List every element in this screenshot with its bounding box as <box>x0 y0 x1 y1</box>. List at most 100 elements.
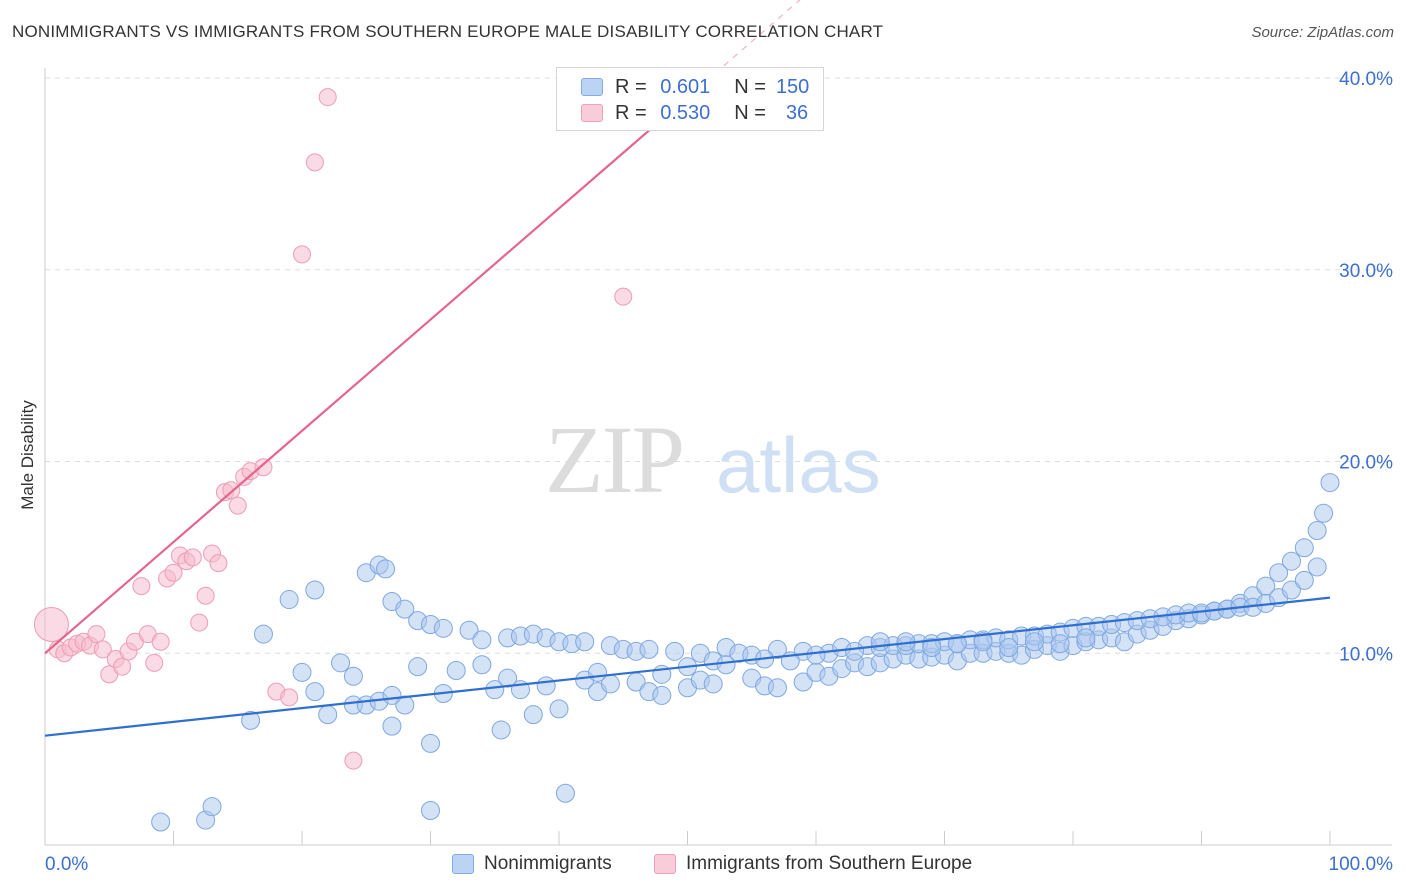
immigrant-point <box>113 657 132 676</box>
nonimmigrant-point <box>382 716 402 736</box>
immigrant-point <box>183 548 202 567</box>
nonimmigrant-point <box>382 685 402 705</box>
watermark-atlas: atlas <box>716 421 881 509</box>
nonimmigrant-point <box>1307 557 1327 577</box>
nonimmigrant-point <box>575 632 595 652</box>
nonimmigrant-point <box>793 672 813 692</box>
bottom-legend-label-immigrants: Immigrants from Southern Europe <box>686 853 973 874</box>
bottom-legend-swatch-blue <box>452 854 474 874</box>
nonimmigrant-point <box>767 639 787 659</box>
nonimmigrant-point <box>376 559 396 579</box>
immigrants-trend-line <box>44 96 689 655</box>
nonimmigrants-trend-line <box>44 596 1331 737</box>
nonimmigrant-point <box>523 705 543 725</box>
nonimmigrant-point <box>652 685 672 705</box>
y-tick-label: 10.0% <box>1339 644 1393 665</box>
nonimmigrant-point <box>472 655 492 675</box>
nonimmigrant-point <box>331 653 351 673</box>
nonimmigrant-point <box>1314 503 1334 523</box>
legend-r-value: 0.601 <box>660 75 711 98</box>
bottom-legend-immigrants: Immigrants from Southern Europe <box>654 851 972 877</box>
nonimmigrant-point <box>549 699 569 719</box>
grid-lines <box>45 77 1392 654</box>
nonimmigrant-point <box>491 720 511 740</box>
bottom-legend-label-nonimmigrants: Nonimmigrants <box>484 853 612 874</box>
nonimmigrant-point <box>973 632 993 652</box>
immigrant-point <box>209 554 228 573</box>
y-tick-label: 20.0% <box>1339 453 1393 474</box>
nonimmigrant-point <box>305 580 325 600</box>
legend-n-value: 36 <box>785 101 809 124</box>
immigrant-point <box>305 153 324 172</box>
nonimmigrant-point <box>253 624 273 644</box>
nonimmigrant-point <box>1281 551 1301 571</box>
nonimmigrant-point <box>1307 521 1327 541</box>
nonimmigrant-point <box>806 645 826 665</box>
nonimmigrant-point <box>408 657 428 677</box>
y-tick-label: 40.0% <box>1339 69 1393 90</box>
bottom-legend-nonimmigrants: Nonimmigrants <box>452 851 612 877</box>
bottom-legend-swatch-pink <box>654 854 676 874</box>
immigrant-point <box>280 688 299 707</box>
x-tick-label-min: 0.0% <box>45 854 88 875</box>
legend-r-value: 0.530 <box>660 101 711 124</box>
immigrant-point <box>614 287 633 306</box>
nonimmigrant-point <box>845 641 865 661</box>
immigrants-points <box>33 88 633 770</box>
nonimmigrant-point <box>870 632 890 652</box>
immigrant-point <box>228 496 247 515</box>
nonimmigrant-point <box>767 678 787 698</box>
watermark-zip: ZIP <box>545 406 683 513</box>
nonimmigrant-point <box>485 680 505 700</box>
nonimmigrant-point <box>446 661 466 681</box>
nonimmigrant-point <box>472 630 492 650</box>
nonimmigrant-point <box>151 812 171 832</box>
nonimmigrant-point <box>395 599 415 619</box>
nonimmigrant-point <box>1320 473 1340 493</box>
y-axis-label: Male Disability <box>18 400 37 510</box>
nonimmigrant-point <box>665 641 685 661</box>
nonimmigrant-point <box>292 662 312 682</box>
nonimmigrant-point <box>639 639 659 659</box>
nonimmigrant-point <box>1281 580 1301 600</box>
immigrant-point <box>145 653 164 672</box>
immigrant-point <box>293 245 311 264</box>
immigrant-point <box>87 625 106 644</box>
nonimmigrant-point <box>1050 634 1070 654</box>
legend-row-immigrants: R = 0.530 N = 36 <box>581 101 808 125</box>
y-tick-label: 30.0% <box>1339 261 1393 282</box>
stats-legend: R = 0.601 N = 150 R = 0.530 N = 36 <box>556 67 824 131</box>
immigrant-point <box>190 613 209 632</box>
nonimmigrant-point <box>421 733 440 753</box>
nonimmigrant-point <box>498 668 518 688</box>
legend-n-value: 150 <box>775 75 810 98</box>
nonimmigrant-point <box>421 800 440 820</box>
immigrant-point <box>151 632 170 651</box>
nonimmigrant-point <box>241 710 261 730</box>
legend-r-label: R = <box>615 101 647 124</box>
immigrant-point <box>33 606 69 642</box>
immigrant-point <box>93 640 112 659</box>
trend-lines <box>44 0 1331 737</box>
nonimmigrant-point <box>588 662 608 682</box>
nonimmigrant-point <box>716 655 736 675</box>
nonimmigrant-point <box>1294 538 1314 558</box>
nonimmigrant-point <box>703 674 723 694</box>
nonimmigrants-points <box>151 473 1340 832</box>
immigrant-point <box>132 577 151 596</box>
legend-swatch-pink <box>581 104 603 122</box>
nonimmigrant-point <box>202 797 222 817</box>
immigrant-point <box>164 563 183 582</box>
immigrants-trend-extension <box>687 0 801 98</box>
watermark: ZIP atlas <box>545 406 881 513</box>
nonimmigrant-point <box>922 637 942 657</box>
nonimmigrant-point <box>536 676 556 696</box>
source-label: Source: ZipAtlas.com <box>1251 24 1394 41</box>
immigrant-point <box>254 458 273 477</box>
chart-title: NONIMMIGRANTS VS IMMIGRANTS FROM SOUTHER… <box>12 22 884 41</box>
immigrant-point <box>196 586 215 605</box>
x-tick-label-max: 100.0% <box>1329 854 1394 875</box>
nonimmigrant-point <box>305 682 325 702</box>
nonimmigrant-point <box>1076 628 1096 648</box>
